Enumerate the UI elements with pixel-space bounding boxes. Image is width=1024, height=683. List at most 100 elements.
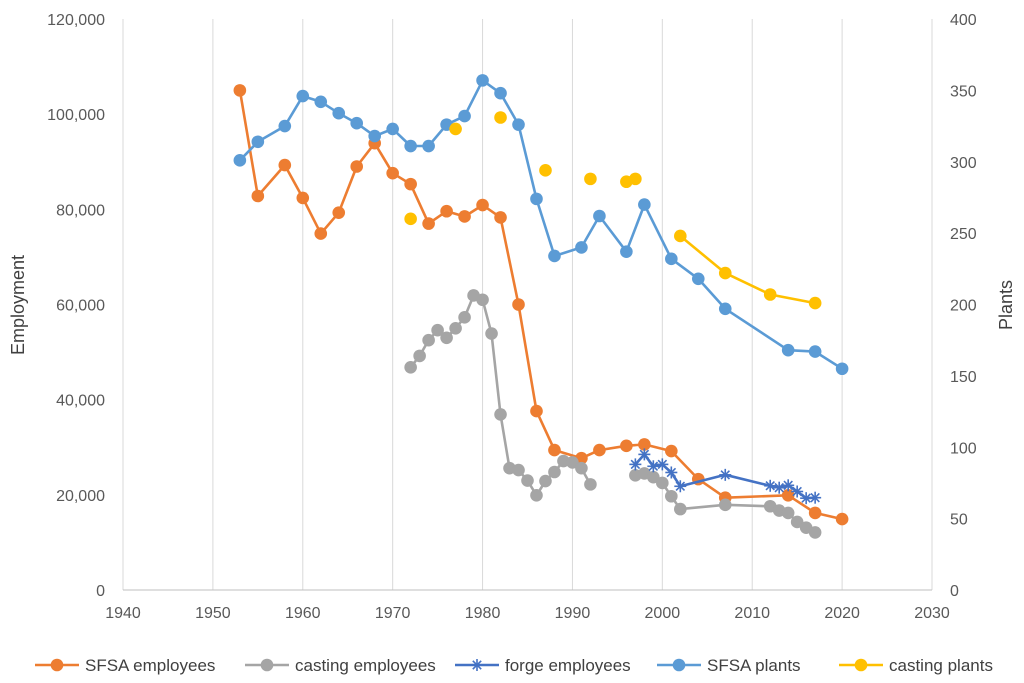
sfsa-plants-point bbox=[296, 89, 310, 103]
sfsa-plants-point bbox=[422, 139, 435, 153]
sfsa-employees-point bbox=[512, 298, 525, 311]
sfsa-plants-point bbox=[314, 95, 328, 109]
casting-employees-point bbox=[512, 463, 525, 477]
forge-employees-point bbox=[665, 466, 678, 479]
legend-item-casting-employees: casting employees bbox=[245, 656, 436, 675]
y-tick-label: 40,000 bbox=[56, 393, 105, 410]
sfsa-plants-point bbox=[233, 154, 247, 167]
legend-swatch-marker bbox=[471, 659, 483, 671]
sfsa-employees-line bbox=[238, 90, 843, 521]
sfsa-plants-point bbox=[458, 109, 471, 123]
y2-tick-label: 400 bbox=[950, 12, 977, 29]
forge-employees-point bbox=[782, 479, 795, 492]
legend-item-casting-plants: casting plants bbox=[839, 656, 993, 675]
legend-swatch-marker bbox=[672, 658, 686, 672]
casting-plants-point bbox=[404, 212, 417, 226]
sfsa-employees-point bbox=[808, 506, 822, 520]
casting-employees-point bbox=[808, 526, 822, 539]
casting-employees-point bbox=[476, 293, 489, 307]
casting-employees-point bbox=[665, 489, 678, 503]
forge-employees-point bbox=[809, 491, 822, 504]
sfsa-employees-point bbox=[665, 444, 678, 458]
sfsa-employees-point bbox=[404, 177, 417, 191]
casting-employees-point bbox=[548, 465, 561, 479]
sfsa-employees-point bbox=[296, 191, 310, 205]
sfsa-employees-point bbox=[386, 166, 399, 180]
sfsa-employees-point bbox=[593, 443, 606, 457]
sfsa-employees-point bbox=[548, 443, 561, 457]
legend-swatch-marker bbox=[50, 658, 64, 672]
y2-axis-ticks: 0 50 100 150 200 250 300 350 400 bbox=[950, 12, 977, 600]
casting-employees-point bbox=[647, 470, 660, 484]
series-forge-employees bbox=[629, 448, 822, 505]
casting-employees-point bbox=[566, 456, 579, 469]
casting-plants-point bbox=[494, 111, 507, 124]
sfsa-employees-point bbox=[233, 84, 247, 97]
legend-item-sfsa-plants: SFSA plants bbox=[657, 656, 801, 675]
casting-employees-point bbox=[790, 515, 804, 529]
sfsa-plants-point bbox=[494, 86, 507, 100]
x-tick-label: 1990 bbox=[555, 605, 591, 622]
series-sfsa-plants bbox=[233, 74, 849, 376]
casting-employees-point bbox=[431, 323, 444, 337]
sfsa-employees-point bbox=[350, 160, 364, 173]
legend: SFSA employees casting employees forge emp… bbox=[35, 656, 993, 675]
casting-plants-point bbox=[539, 164, 552, 177]
legend-item-sfsa-employees: SFSA employees bbox=[35, 656, 215, 675]
sfsa-employees-point bbox=[458, 210, 471, 223]
casting-plants-point bbox=[584, 172, 597, 186]
casting-employees-point bbox=[485, 327, 498, 340]
sfsa-employees-point bbox=[476, 198, 489, 212]
casting-employees-point bbox=[539, 474, 552, 488]
series-casting-plants bbox=[404, 111, 822, 310]
forge-employees-point bbox=[647, 460, 660, 473]
y-tick-label: 20,000 bbox=[56, 488, 105, 505]
legend-swatch-marker bbox=[260, 658, 274, 672]
legend-label: SFSA plants bbox=[707, 656, 801, 675]
forge-employees-point bbox=[764, 479, 777, 492]
sfsa-plants-point bbox=[718, 302, 732, 316]
y2-tick-label: 250 bbox=[950, 226, 977, 243]
series-layer bbox=[233, 74, 849, 539]
series-sfsa-employees bbox=[233, 84, 849, 526]
casting-plants-point bbox=[718, 266, 732, 280]
sfsa-plants-point bbox=[638, 198, 651, 211]
x-tick-label: 2030 bbox=[914, 605, 950, 622]
casting-employees-point bbox=[674, 502, 687, 516]
casting-employees-point bbox=[521, 474, 534, 487]
y-axis-title: Employment bbox=[8, 255, 28, 355]
forge-employees-point bbox=[719, 468, 732, 481]
sfsa-plants-point bbox=[835, 362, 849, 376]
forge-employees-point bbox=[773, 481, 786, 494]
x-tick-label: 2010 bbox=[734, 605, 770, 622]
y2-tick-label: 50 bbox=[950, 512, 968, 529]
casting-employees-point bbox=[422, 333, 435, 347]
forge-employees-point bbox=[791, 485, 804, 498]
x-tick-label: 1960 bbox=[285, 605, 321, 622]
sfsa-plants-point bbox=[512, 118, 525, 131]
casting-employees-point bbox=[413, 349, 426, 363]
y2-tick-label: 150 bbox=[950, 369, 977, 386]
casting-employees-point bbox=[718, 498, 732, 512]
sfsa-plants-point bbox=[368, 129, 381, 143]
x-tick-label: 1940 bbox=[105, 605, 141, 622]
y-tick-label: 0 bbox=[96, 583, 105, 600]
forge-employees-point bbox=[674, 480, 687, 493]
y-axis-ticks: 0 20,000 40,000 60,000 80,000 100,000 120,000 bbox=[47, 12, 105, 600]
sfsa-employees-point bbox=[332, 206, 346, 219]
legend-swatch-marker bbox=[854, 658, 868, 672]
sfsa-plants-point bbox=[575, 241, 588, 254]
sfsa-plants-point bbox=[386, 122, 399, 136]
sfsa-employees-point bbox=[314, 227, 328, 240]
sfsa-employees-point bbox=[251, 189, 265, 203]
sfsa-plants-point bbox=[620, 245, 633, 258]
casting-employees-point bbox=[530, 489, 543, 502]
casting-plants-point bbox=[449, 122, 462, 136]
y2-tick-label: 350 bbox=[950, 83, 977, 100]
x-tick-label: 2000 bbox=[645, 605, 681, 622]
casting-employees-point bbox=[584, 478, 597, 491]
forge-employees-point bbox=[638, 448, 651, 461]
sfsa-plants-point bbox=[404, 139, 417, 153]
casting-employees-point bbox=[449, 321, 462, 335]
